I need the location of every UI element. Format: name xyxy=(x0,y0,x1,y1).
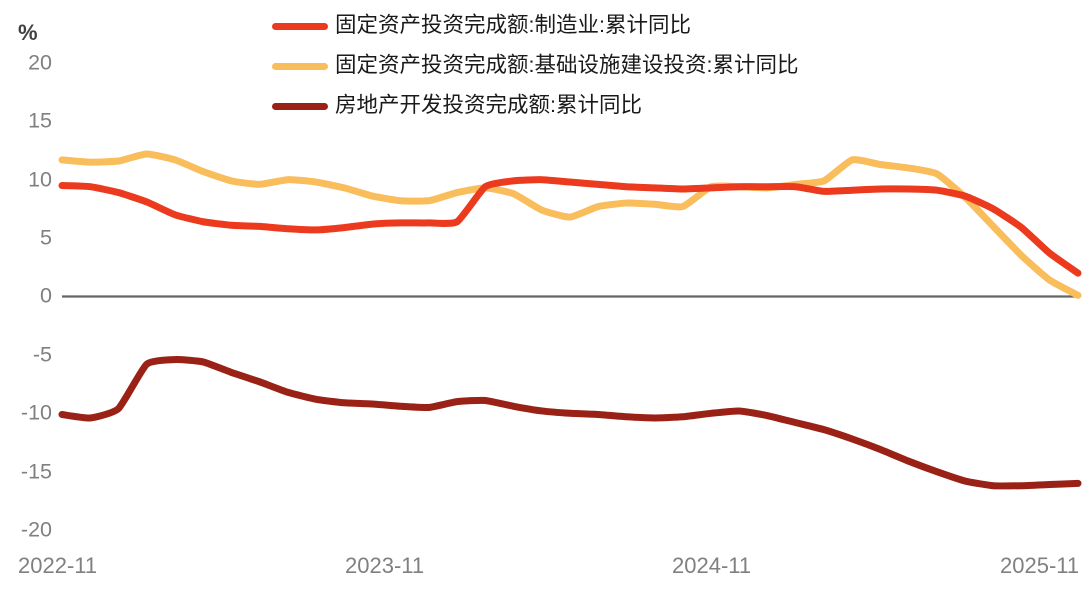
y-tick-15: 15 xyxy=(28,108,52,133)
series-line-realestate xyxy=(58,356,1082,490)
y-tick-neg15: -15 xyxy=(20,459,52,484)
x-tick-2024-11: 2024-11 xyxy=(672,553,752,578)
legend-label-realestate: 房地产开发投资完成额:累计同比 xyxy=(335,93,642,118)
x-tick-2022-11: 2022-11 xyxy=(18,553,98,578)
x-tick-2025-11: 2025-11 xyxy=(1000,553,1080,578)
chart-legend: 固定资产投资完成额:制造业:累计同比 固定资产投资完成额:基础设施建设投资:累计… xyxy=(272,6,972,126)
y-tick-0: 0 xyxy=(40,283,52,308)
y-axis-unit-label: % xyxy=(18,20,38,45)
y-tick-neg20: -20 xyxy=(20,517,52,542)
legend-color-swatch-infrastructure xyxy=(272,62,328,70)
x-tick-2023-11: 2023-11 xyxy=(345,553,425,578)
y-tick-neg5: -5 xyxy=(32,342,52,367)
legend-color-swatch-realestate xyxy=(272,102,328,110)
legend-item-infrastructure[interactable]: 固定资产投资完成额:基础设施建设投资:累计同比 xyxy=(272,46,972,86)
y-axis-tick-labels: 20 15 10 5 0 -5 -10 -15 -20 xyxy=(0,0,52,608)
y-tick-neg10: -10 xyxy=(20,400,52,425)
legend-label-infrastructure: 固定资产投资完成额:基础设施建设投资:累计同比 xyxy=(335,53,799,78)
y-tick-10: 10 xyxy=(28,167,52,192)
y-tick-20: 20 xyxy=(28,50,52,75)
series-line-manufacturing xyxy=(58,176,1082,277)
legend-color-swatch-manufacturing xyxy=(272,22,328,30)
legend-label-manufacturing: 固定资产投资完成额:制造业:累计同比 xyxy=(335,13,691,38)
series-line-infrastructure xyxy=(58,150,1082,299)
y-tick-5: 5 xyxy=(40,225,52,250)
legend-item-realestate[interactable]: 房地产开发投资完成额:累计同比 xyxy=(272,86,972,126)
legend-item-manufacturing[interactable]: 固定资产投资完成额:制造业:累计同比 xyxy=(272,6,972,46)
